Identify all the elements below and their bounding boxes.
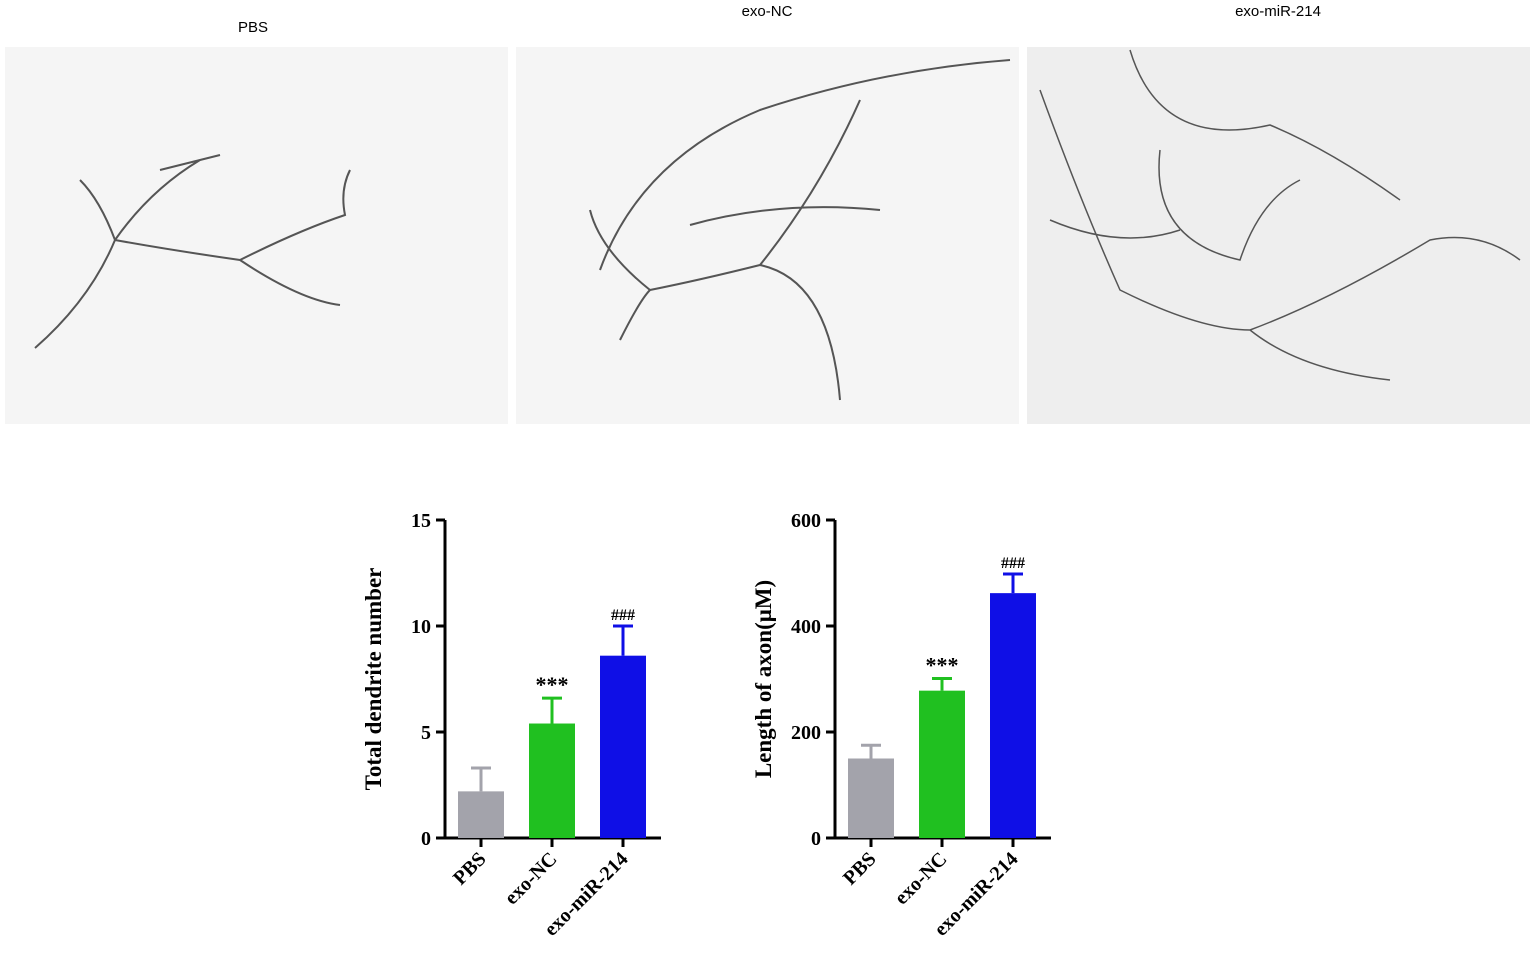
y-tick-label: 15 xyxy=(411,510,431,532)
x-tick-label: exo-NC xyxy=(890,848,951,909)
y-tick-label: 0 xyxy=(811,828,821,850)
micrograph xyxy=(516,47,1019,424)
bar xyxy=(919,690,965,838)
micrograph xyxy=(5,47,508,424)
y-tick-label: 5 xyxy=(421,722,431,744)
x-tick-label: PBS xyxy=(449,848,490,889)
x-tick-label: PBS xyxy=(839,848,880,889)
y-axis-label: Total dendrite number xyxy=(361,568,386,791)
y-axis-label: Length of axon(μM) xyxy=(751,580,776,778)
y-tick-label: 10 xyxy=(411,616,431,638)
y-tick-label: 400 xyxy=(791,616,821,638)
bar xyxy=(848,758,894,838)
y-tick-label: 0 xyxy=(421,828,431,850)
bar xyxy=(990,593,1036,838)
micrographs xyxy=(5,47,1530,424)
panel-label: exo-NC xyxy=(742,3,793,20)
annotation: *** xyxy=(536,672,569,697)
neuron-trace xyxy=(589,59,1011,401)
panel-label: exo-miR-214 xyxy=(1235,3,1321,20)
annotation: ### xyxy=(611,607,635,624)
panel-label: PBS xyxy=(238,19,268,36)
neuron-trace xyxy=(1039,49,1521,381)
x-tick-label: exo-NC xyxy=(500,848,561,909)
annotation: *** xyxy=(926,652,959,677)
bar xyxy=(529,723,575,838)
annotation: ### xyxy=(1001,555,1025,572)
y-tick-label: 200 xyxy=(791,722,821,744)
bar xyxy=(458,791,504,838)
y-tick-label: 600 xyxy=(791,510,821,532)
micrograph xyxy=(1027,47,1530,424)
neuron-trace xyxy=(34,154,351,349)
bar xyxy=(600,655,646,838)
